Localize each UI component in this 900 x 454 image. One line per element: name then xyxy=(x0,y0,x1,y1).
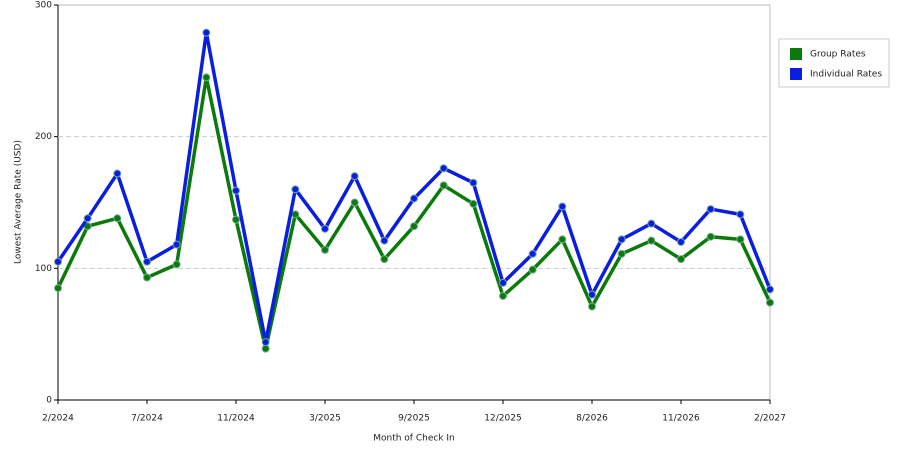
data-point xyxy=(499,278,507,287)
data-point xyxy=(558,235,567,244)
y-tick-label: 300 xyxy=(35,1,52,11)
data-point xyxy=(617,249,626,258)
data-point xyxy=(766,285,774,294)
data-point xyxy=(380,255,389,264)
data-point xyxy=(172,260,181,269)
data-point xyxy=(677,238,685,246)
data-point xyxy=(588,290,596,299)
data-point xyxy=(499,291,507,300)
data-point xyxy=(321,245,329,254)
x-tick-label: 11/2026 xyxy=(662,414,700,424)
data-point xyxy=(143,273,151,282)
data-point xyxy=(439,164,448,173)
data-point xyxy=(232,186,240,195)
data-point xyxy=(232,215,240,224)
data-point xyxy=(706,205,715,214)
data-point xyxy=(439,181,448,190)
data-point xyxy=(380,236,389,245)
data-point xyxy=(706,232,715,241)
x-tick-label: 9/2025 xyxy=(398,414,430,424)
data-point xyxy=(677,255,685,264)
data-point xyxy=(528,249,537,258)
y-tick-label: 0 xyxy=(46,396,52,406)
data-point xyxy=(143,257,151,266)
data-point xyxy=(588,302,596,311)
data-point xyxy=(113,169,122,178)
data-point xyxy=(202,73,211,82)
y-axis-title: Lowest Average Rate (USD) xyxy=(14,140,24,264)
x-tick-label: 12/2025 xyxy=(484,414,521,424)
data-point xyxy=(172,240,181,249)
x-tick-label: 2/2027 xyxy=(754,414,786,424)
data-point xyxy=(350,172,359,181)
data-point xyxy=(291,210,300,219)
data-point xyxy=(410,222,418,231)
data-point xyxy=(617,235,626,244)
y-tick-label: 200 xyxy=(35,132,52,142)
data-point xyxy=(54,284,62,293)
series-line xyxy=(56,75,772,351)
legend-swatch xyxy=(790,68,802,80)
data-point xyxy=(736,210,745,219)
data-point xyxy=(54,257,62,266)
data-point xyxy=(291,185,300,194)
data-point xyxy=(113,214,122,223)
data-point xyxy=(261,338,270,347)
data-point xyxy=(469,178,478,187)
data-point xyxy=(261,344,270,353)
legend-swatch xyxy=(790,48,802,60)
data-point xyxy=(321,224,329,233)
x-tick-label: 2/2024 xyxy=(42,414,74,424)
data-point xyxy=(202,28,211,37)
x-tick-label: 11/2024 xyxy=(217,414,255,424)
data-point xyxy=(736,235,745,244)
data-point xyxy=(410,194,418,203)
legend-label: Individual Rates xyxy=(810,70,882,80)
data-point xyxy=(469,199,478,208)
data-point xyxy=(528,265,537,274)
data-point xyxy=(558,202,567,211)
data-point xyxy=(647,236,656,245)
x-tick-label: 7/2024 xyxy=(131,414,163,424)
data-point xyxy=(766,298,774,307)
x-tick-label: 3/2025 xyxy=(309,414,341,424)
data-point xyxy=(83,214,92,223)
data-point xyxy=(350,198,359,207)
legend-label: Group Rates xyxy=(810,50,866,60)
x-axis-title: Month of Check In xyxy=(373,434,455,444)
series-line xyxy=(56,30,772,344)
y-tick-label: 100 xyxy=(35,264,52,274)
data-point xyxy=(647,219,656,228)
x-tick-label: 8/2026 xyxy=(576,414,608,424)
